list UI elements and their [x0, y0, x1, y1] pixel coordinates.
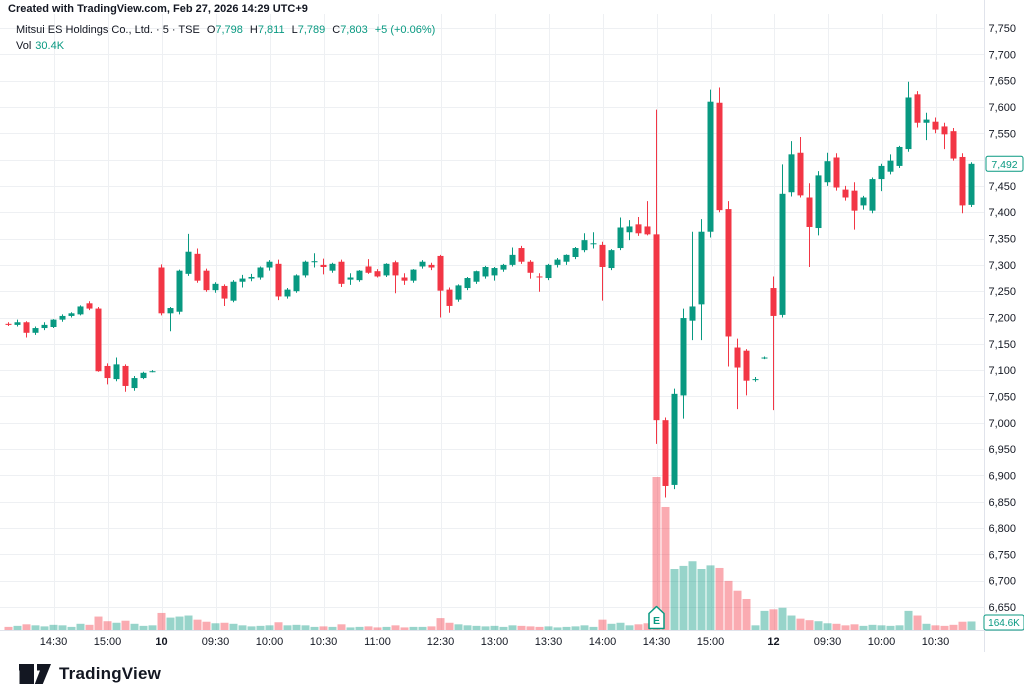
volume-bars: [4, 477, 976, 630]
svg-text:7,300: 7,300: [988, 260, 1016, 272]
svg-text:14:30: 14:30: [40, 636, 68, 648]
symbol-title: Mitsui ES Holdings Co., Ltd. · 5 · TSE: [16, 24, 200, 36]
svg-text:164.6K: 164.6K: [988, 618, 1020, 629]
volume-legend[interactable]: Vol 30.4K: [16, 40, 64, 52]
tradingview-logo[interactable]: TradingView: [18, 662, 161, 686]
svg-text:13:30: 13:30: [535, 636, 563, 648]
time-axis: 14:30 15:00 10 09:30 10:00 10:30 11:00 12:30 13:…: [40, 636, 950, 648]
svg-text:7,550: 7,550: [988, 128, 1016, 140]
svg-text:7,450: 7,450: [988, 181, 1016, 193]
change-value: +5 (+0.06%): [374, 24, 436, 36]
created-with-line: Created with TradingView.com, Feb 27, 20…: [8, 3, 308, 15]
svg-text:7,100: 7,100: [988, 365, 1016, 377]
ohlc-high: H7,811: [249, 24, 285, 36]
footer-bar: TradingView: [0, 652, 1024, 696]
svg-text:6,750: 6,750: [988, 549, 1016, 561]
tradingview-logo-icon: [19, 664, 51, 684]
svg-text:6,900: 6,900: [988, 470, 1016, 482]
svg-text:09:30: 09:30: [814, 636, 842, 648]
svg-text:7,400: 7,400: [988, 207, 1016, 219]
svg-text:14:00: 14:00: [589, 636, 617, 648]
svg-text:12:30: 12:30: [427, 636, 455, 648]
svg-text:7,600: 7,600: [988, 102, 1016, 114]
svg-text:E: E: [653, 615, 660, 627]
svg-text:10:30: 10:30: [922, 636, 950, 648]
svg-text:7,700: 7,700: [988, 49, 1016, 61]
svg-text:7,492: 7,492: [991, 159, 1017, 171]
svg-text:10:00: 10:00: [868, 636, 896, 648]
svg-text:6,700: 6,700: [988, 576, 1016, 588]
svg-text:7,000: 7,000: [988, 418, 1016, 430]
symbol-legend[interactable]: Mitsui ES Holdings Co., Ltd. · 5 · TSE O7…: [16, 24, 435, 36]
price-axis: 7,7507,7007,6507,6007,5507,5007,4507,400…: [988, 23, 1016, 614]
svg-text:6,650: 6,650: [988, 602, 1016, 614]
ohlc-low: L7,789: [291, 24, 326, 36]
svg-text:7,050: 7,050: [988, 391, 1016, 403]
svg-text:12: 12: [767, 636, 779, 648]
svg-text:7,200: 7,200: [988, 313, 1016, 325]
candles: [5, 81, 975, 498]
svg-text:6,850: 6,850: [988, 497, 1016, 509]
svg-text:10: 10: [155, 636, 167, 648]
svg-text:15:00: 15:00: [94, 636, 122, 648]
svg-text:6,800: 6,800: [988, 523, 1016, 535]
svg-text:7,250: 7,250: [988, 286, 1016, 298]
vol-value: 30.4K: [35, 40, 65, 52]
svg-text:6,950: 6,950: [988, 444, 1016, 456]
last-volume-label: 164.6K: [983, 614, 1024, 631]
earnings-badge: E: [648, 605, 665, 630]
svg-text:7,750: 7,750: [988, 23, 1016, 35]
svg-text:15:00: 15:00: [697, 636, 725, 648]
svg-text:7,650: 7,650: [988, 76, 1016, 88]
svg-text:14:30: 14:30: [643, 636, 671, 648]
svg-text:09:30: 09:30: [202, 636, 230, 648]
ohlc-open: O7,798: [206, 24, 243, 36]
vol-label: Vol: [16, 40, 32, 52]
tradingview-logo-text: TradingView: [59, 664, 162, 683]
candlestick-chart[interactable]: 7,7507,7007,6507,6007,5507,5007,4507,400…: [0, 0, 1024, 652]
ohlc-close: C7,803: [332, 24, 368, 36]
svg-text:11:00: 11:00: [364, 636, 391, 648]
svg-text:13:00: 13:00: [481, 636, 509, 648]
svg-text:7,150: 7,150: [988, 339, 1016, 351]
svg-text:7,350: 7,350: [988, 234, 1016, 246]
last-price-label: 7,492: [985, 155, 1024, 172]
svg-text:10:00: 10:00: [256, 636, 284, 648]
svg-text:10:30: 10:30: [310, 636, 338, 648]
